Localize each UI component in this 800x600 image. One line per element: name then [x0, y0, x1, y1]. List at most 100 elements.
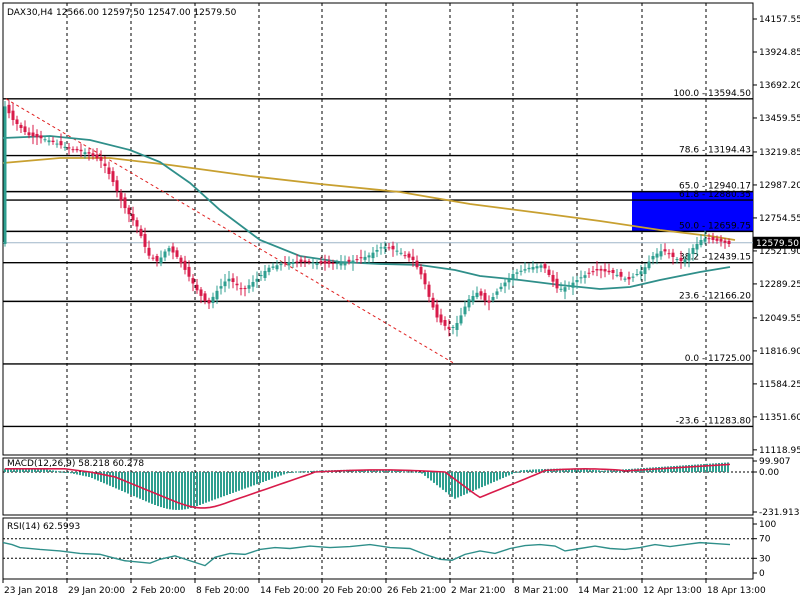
- candle-body: [215, 290, 219, 300]
- macd-histogram-bar: [91, 472, 93, 479]
- candle-body: [15, 119, 19, 124]
- macd-histogram-bar: [436, 472, 438, 486]
- price-tick-label: 11584.25: [759, 380, 800, 390]
- macd-histogram-bar: [283, 472, 285, 475]
- macd-histogram-bar: [463, 472, 465, 495]
- candle-body: [227, 278, 231, 282]
- macd-histogram-bar: [58, 471, 60, 473]
- candle-body: [323, 261, 327, 264]
- candle-body: [255, 278, 259, 282]
- candle-body: [359, 257, 363, 259]
- macd-histogram-bar: [505, 472, 507, 477]
- candle-body: [691, 248, 695, 254]
- candle-body: [423, 273, 427, 285]
- candle-body: [583, 275, 587, 278]
- fib-level-label: 0.0 - 11725.00: [685, 354, 751, 364]
- candle-body: [463, 306, 467, 315]
- candle-body: [419, 266, 423, 275]
- candle-body: [679, 257, 683, 261]
- macd-histogram-bar: [136, 472, 138, 498]
- macd-histogram-bar: [184, 472, 186, 510]
- candle-body: [315, 262, 319, 265]
- rsi-label: RSI(14) 62.5993: [7, 522, 80, 532]
- candle-body: [199, 289, 203, 296]
- macd-histogram-bar: [286, 472, 288, 474]
- rsi-tick-label: 30: [759, 554, 771, 564]
- macd-histogram-bar: [514, 472, 516, 473]
- macd-histogram-bar: [61, 471, 63, 473]
- candle-body: [67, 147, 71, 149]
- macd-histogram-bar: [610, 470, 612, 472]
- candle-body: [39, 135, 43, 139]
- candle-body: [247, 285, 251, 289]
- macd-histogram-bar: [124, 472, 126, 493]
- candle-body: [655, 253, 659, 258]
- ohlc-header: 12566.00 12597.50 12547.00 12579.50: [56, 8, 237, 18]
- candle-body: [707, 238, 711, 240]
- macd-histogram-bar: [421, 472, 423, 474]
- time-tick-label: 12 Apr 13:00: [643, 586, 702, 596]
- candle-body: [455, 323, 459, 330]
- macd-histogram-bar: [313, 470, 315, 472]
- macd-histogram-bar: [220, 472, 222, 498]
- macd-histogram-bar: [724, 462, 726, 472]
- candle-body: [587, 272, 591, 274]
- candle-body: [471, 296, 475, 302]
- macd-histogram-bar: [196, 472, 198, 507]
- candle-body: [59, 141, 63, 146]
- macd-histogram-bar: [454, 472, 456, 499]
- fib-level-label: 100.0 - 13594.50: [673, 89, 751, 99]
- macd-pane: [3, 462, 753, 510]
- macd-histogram-bar: [586, 469, 588, 472]
- candle-body: [139, 228, 143, 237]
- fib-level-label: 23.6 - 12166.20: [679, 291, 751, 301]
- candle-body: [339, 262, 343, 266]
- candle-body: [591, 271, 595, 273]
- candle-body: [55, 143, 59, 145]
- rsi-tick-label: 70: [759, 535, 771, 545]
- macd-histogram-bar: [472, 472, 474, 491]
- macd-histogram-bar: [262, 472, 264, 483]
- candle-body: [475, 292, 479, 298]
- macd-histogram-bar: [394, 470, 396, 472]
- candle-body: [207, 299, 211, 304]
- price-tick-label: 14157.55: [759, 15, 800, 25]
- macd-histogram-bar: [601, 470, 603, 472]
- price-axis: 14157.55 13924.85 13692.20 13459.55 13219.85…: [753, 15, 800, 579]
- macd-histogram-bar: [679, 465, 681, 472]
- time-axis: 23 Jan 2018 29 Jan 20:00 2 Feb 20:00 8 Feb …: [2, 579, 766, 596]
- macd-histogram-bar: [415, 471, 417, 473]
- candle-body: [511, 274, 515, 280]
- macd-histogram-bar: [64, 472, 66, 473]
- macd-histogram-bar: [277, 472, 279, 477]
- macd-histogram-bar: [412, 471, 414, 473]
- candle-body: [167, 248, 171, 252]
- rsi-tick-label: 0: [759, 569, 765, 579]
- macd-histogram-bar: [697, 464, 699, 472]
- candle-body: [635, 274, 639, 275]
- candle-body: [527, 267, 531, 270]
- price-pane: 12579.50: [2, 98, 800, 365]
- candle-body: [615, 274, 619, 276]
- candle-body: [459, 315, 463, 324]
- candle-body: [443, 320, 447, 326]
- fib-level-label: 78.6 - 13194.43: [679, 146, 751, 156]
- candle-body: [71, 149, 75, 151]
- fib-zone: [632, 191, 753, 232]
- candle-body: [243, 288, 247, 290]
- candle-body: [663, 249, 667, 252]
- price-tick-label: 12987.20: [759, 181, 800, 191]
- macd-histogram-bar: [400, 471, 402, 473]
- macd-histogram-bar: [73, 472, 75, 474]
- macd-histogram-bar: [106, 472, 108, 485]
- macd-histogram-bar: [568, 468, 570, 472]
- candle-body: [543, 264, 547, 269]
- macd-histogram-bar: [238, 472, 240, 491]
- candle-body: [559, 288, 563, 290]
- price-tick-label: 12754.55: [759, 214, 800, 224]
- candle-body: [407, 253, 411, 258]
- candle-body: [611, 270, 615, 273]
- macd-histogram-bar: [187, 472, 189, 509]
- macd-histogram-bar: [97, 472, 99, 481]
